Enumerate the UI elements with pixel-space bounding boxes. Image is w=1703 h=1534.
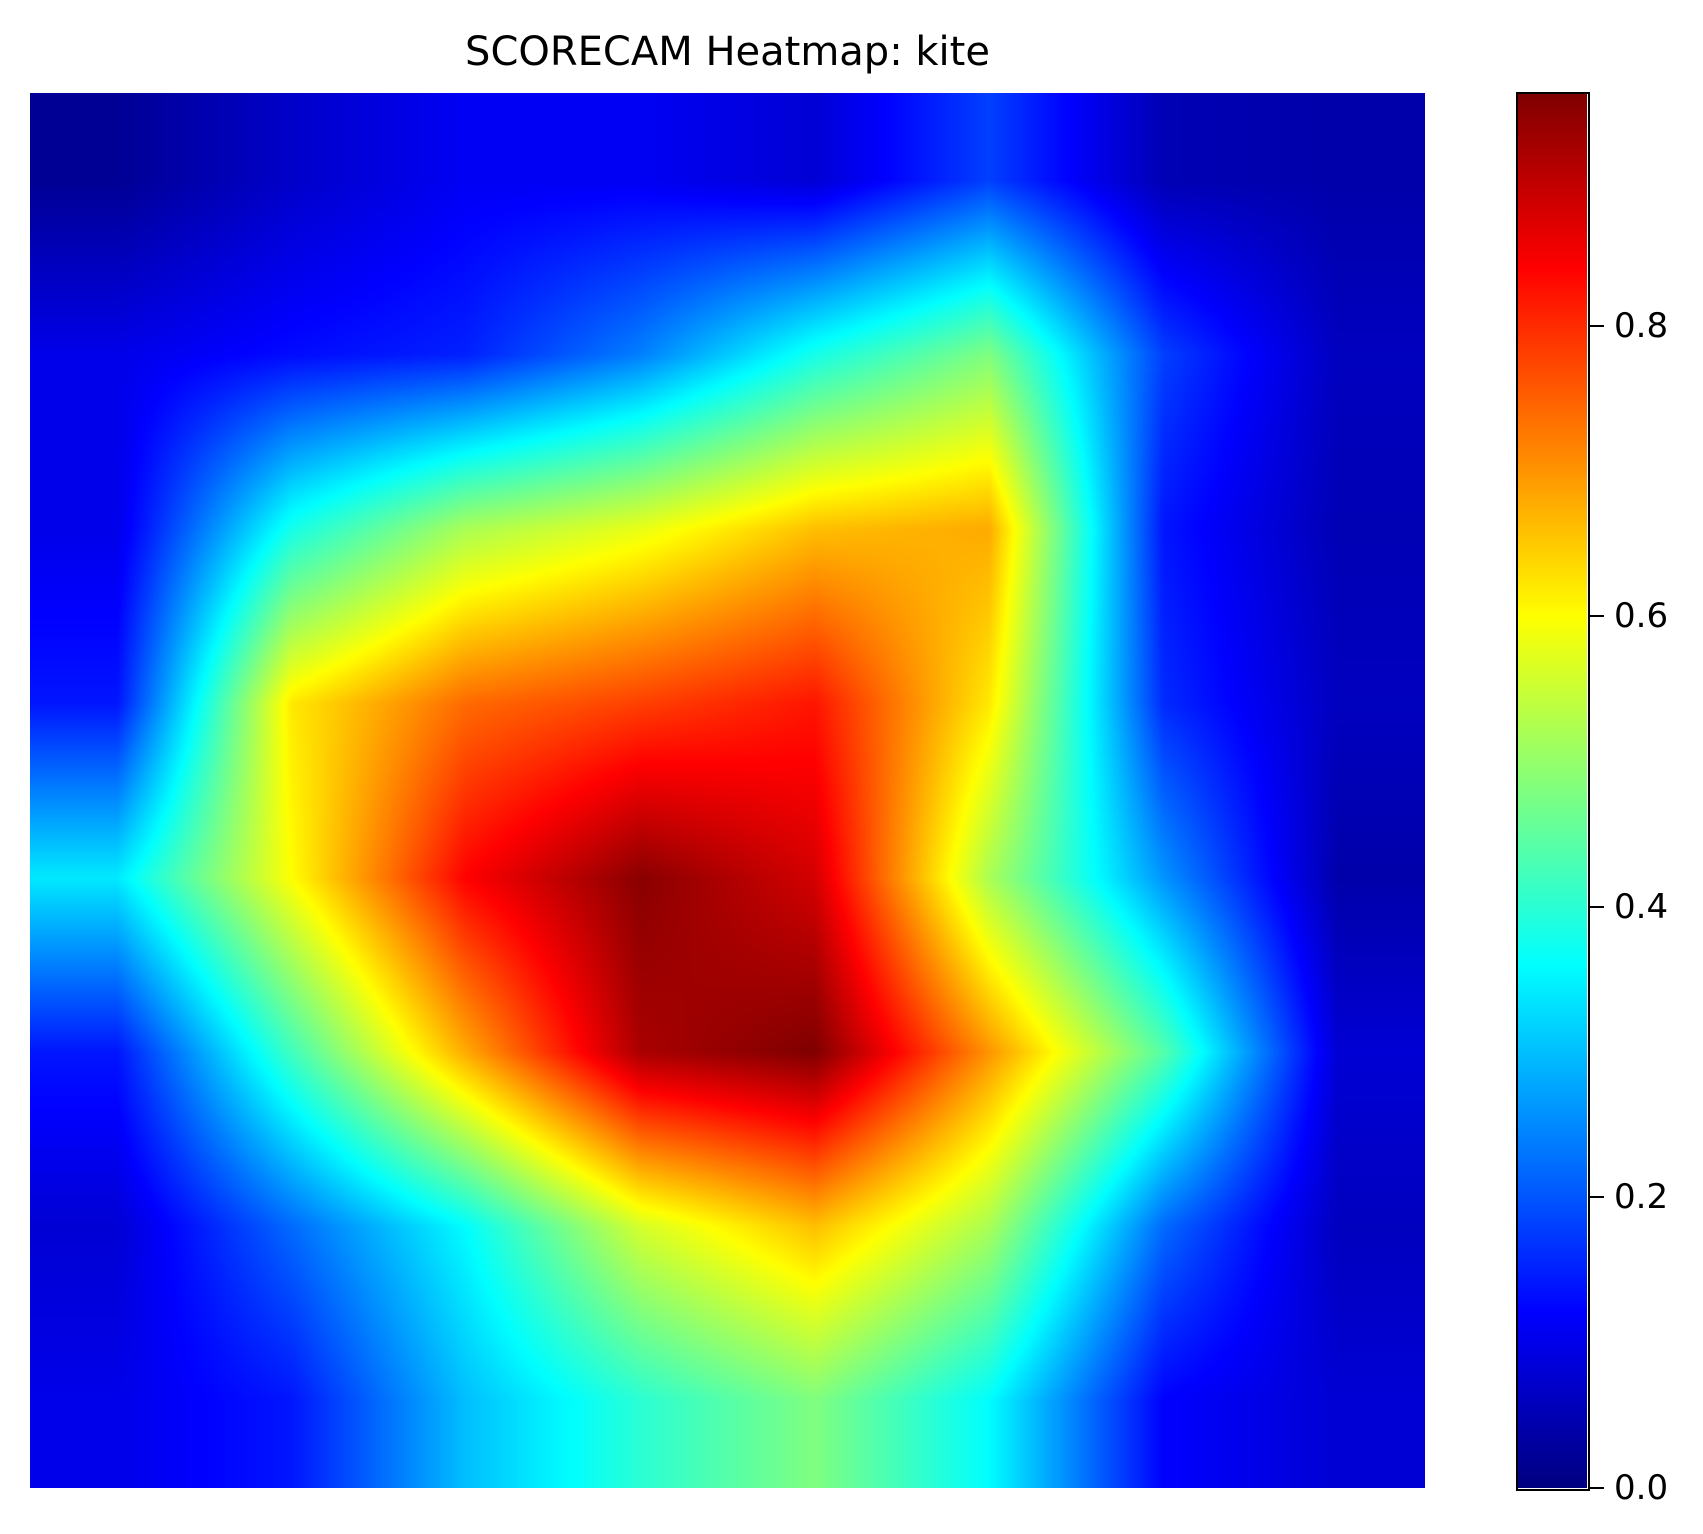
colorbar-tick-mark	[1590, 615, 1604, 618]
colorbar-tick-label: 0.2	[1614, 1177, 1669, 1218]
colorbar-tick-label: 0.8	[1614, 305, 1669, 346]
colorbar-tick-mark	[1590, 1487, 1604, 1489]
chart-title: SCORECAM Heatmap: kite	[465, 29, 990, 75]
colorbar-gradient	[1517, 93, 1587, 1488]
colorbar-tick-mark	[1590, 1196, 1604, 1199]
colorbar-tick-mark	[1590, 324, 1604, 327]
colorbar-axis: 0.0 0.2 0.4 0.6 0.8	[1590, 93, 1700, 1508]
colorbar-tick-label: 0.4	[1614, 886, 1669, 927]
colorbar-tick-label: 0.0	[1614, 1468, 1669, 1508]
colorbar-tick-mark	[1590, 905, 1604, 908]
colorbar-frame	[1516, 92, 1590, 1491]
colorbar-tick-label: 0.6	[1614, 596, 1669, 637]
heatmap-image	[30, 93, 1425, 1488]
